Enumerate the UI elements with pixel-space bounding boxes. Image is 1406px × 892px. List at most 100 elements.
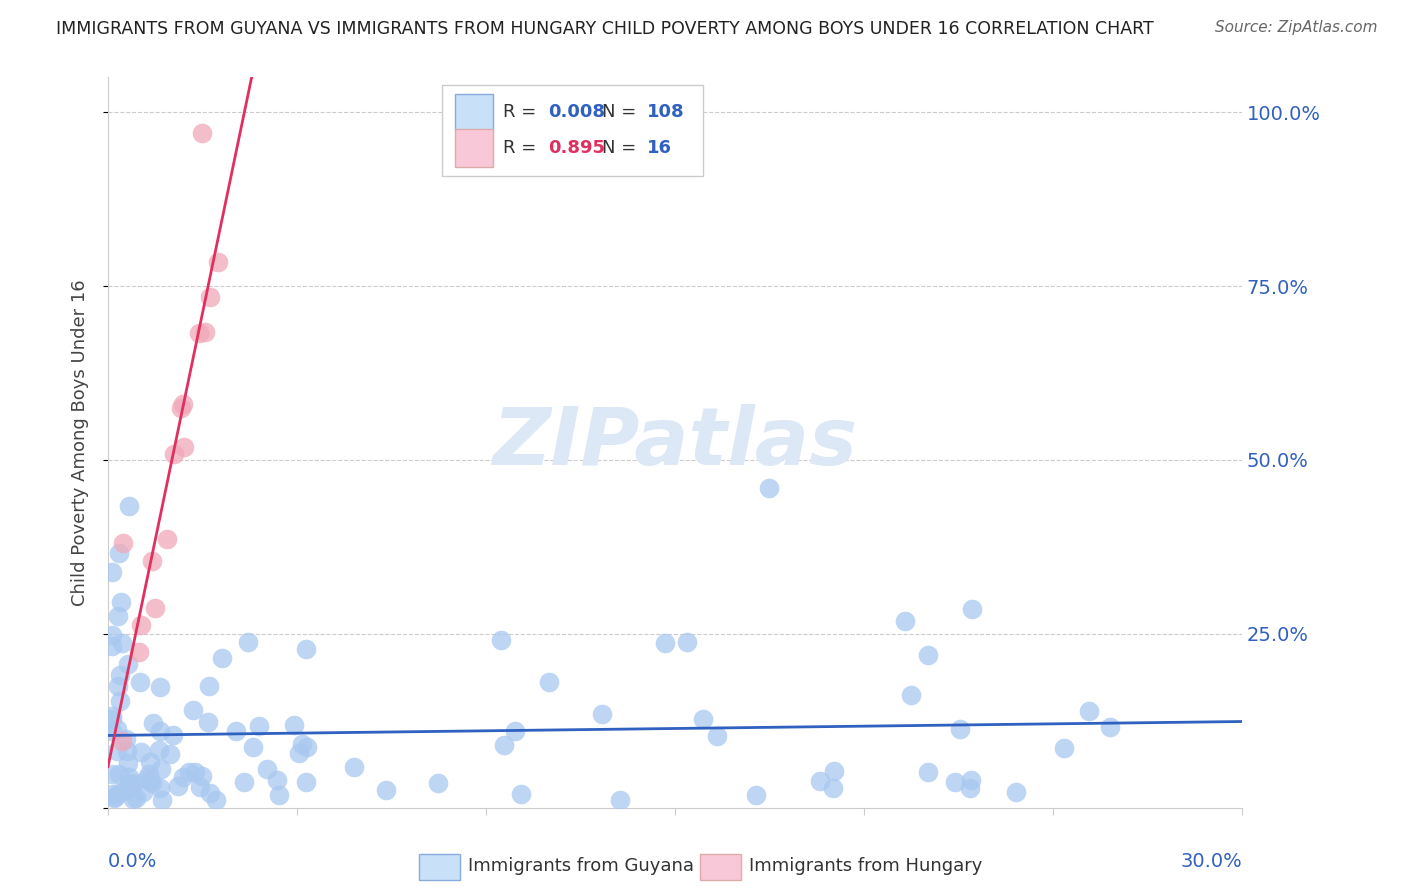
Point [163, 447, 186, 461]
Point [149, 723, 172, 738]
Point [288, 746, 311, 760]
Point [823, 764, 845, 778]
Point [101, 566, 124, 580]
Point [538, 675, 561, 690]
Point [1098, 720, 1121, 734]
Point [159, 747, 181, 761]
Point [1053, 741, 1076, 756]
Point [494, 739, 516, 753]
Point [117, 756, 139, 770]
Point [128, 645, 150, 659]
Point [489, 633, 512, 648]
Point [108, 767, 131, 781]
Point [117, 775, 139, 789]
Point [110, 668, 132, 682]
Point [105, 744, 128, 758]
Point [188, 780, 211, 795]
Text: 0.008: 0.008 [548, 103, 605, 121]
Point [129, 745, 152, 759]
Point [427, 776, 450, 790]
Point [111, 734, 134, 748]
Point [131, 785, 153, 799]
Point [100, 723, 122, 738]
Point [187, 326, 209, 341]
Point [107, 545, 129, 559]
Point [108, 694, 131, 708]
Point [184, 764, 207, 779]
Point [172, 397, 194, 411]
Text: ZIPatlas: ZIPatlas [492, 403, 858, 482]
Text: 30.0%: 30.0% [1180, 852, 1241, 871]
Text: Source: ZipAtlas.com: Source: ZipAtlas.com [1215, 20, 1378, 35]
Point [170, 401, 193, 415]
Point [100, 709, 122, 723]
Point [894, 614, 917, 628]
Point [162, 728, 184, 742]
Point [808, 774, 831, 789]
Point [960, 601, 983, 615]
Text: R =: R = [502, 103, 541, 121]
Point [122, 792, 145, 806]
Point [375, 783, 398, 797]
Point [242, 740, 264, 755]
Point [510, 787, 533, 801]
Point [156, 532, 179, 546]
Point [129, 618, 152, 632]
Point [112, 536, 135, 550]
Point [100, 627, 122, 641]
Point [139, 755, 162, 769]
Point [141, 776, 163, 790]
Point [900, 689, 922, 703]
Text: 108: 108 [647, 103, 685, 121]
Text: 16: 16 [647, 138, 672, 156]
Point [172, 770, 194, 784]
Point [181, 703, 204, 717]
Point [148, 743, 170, 757]
Point [108, 786, 131, 800]
Text: 0.895: 0.895 [548, 138, 605, 156]
Point [118, 499, 141, 513]
Point [110, 636, 132, 650]
Point [107, 609, 129, 624]
Point [103, 791, 125, 805]
Text: Immigrants from Guyana: Immigrants from Guyana [468, 857, 695, 875]
Point [295, 739, 318, 754]
Point [959, 781, 981, 796]
Point [745, 788, 768, 802]
Point [191, 126, 214, 140]
Point [143, 601, 166, 615]
Point [110, 594, 132, 608]
Point [821, 781, 844, 796]
Point [115, 731, 138, 746]
Text: N =: N = [602, 103, 643, 121]
Point [692, 712, 714, 726]
Point [943, 774, 966, 789]
Point [591, 707, 613, 722]
Point [256, 762, 278, 776]
Point [959, 772, 981, 787]
Point [917, 648, 939, 662]
Point [150, 793, 173, 807]
Point [149, 681, 172, 695]
Point [138, 774, 160, 789]
Point [149, 781, 172, 796]
Text: N =: N = [602, 138, 643, 156]
Point [758, 481, 780, 495]
Y-axis label: Child Poverty Among Boys Under 16: Child Poverty Among Boys Under 16 [72, 279, 89, 606]
Point [120, 780, 142, 794]
Point [294, 642, 316, 657]
Point [207, 255, 229, 269]
Point [114, 782, 136, 797]
Point [107, 679, 129, 693]
Point [949, 723, 972, 737]
Point [198, 290, 221, 304]
Point [117, 657, 139, 671]
Point [135, 771, 157, 785]
Point [122, 776, 145, 790]
Text: R =: R = [502, 138, 541, 156]
Point [233, 774, 256, 789]
FancyBboxPatch shape [456, 128, 494, 167]
Point [609, 793, 631, 807]
Point [138, 766, 160, 780]
Point [117, 770, 139, 784]
